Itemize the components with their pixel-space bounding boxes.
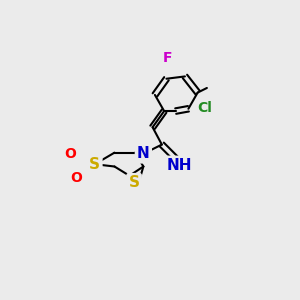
Text: F: F	[163, 51, 172, 65]
Text: S: S	[129, 175, 140, 190]
Text: N: N	[137, 146, 150, 161]
Text: NH: NH	[167, 158, 192, 173]
Text: S: S	[89, 157, 100, 172]
Text: O: O	[65, 147, 76, 161]
Text: O: O	[70, 171, 82, 185]
Text: Cl: Cl	[197, 100, 212, 115]
